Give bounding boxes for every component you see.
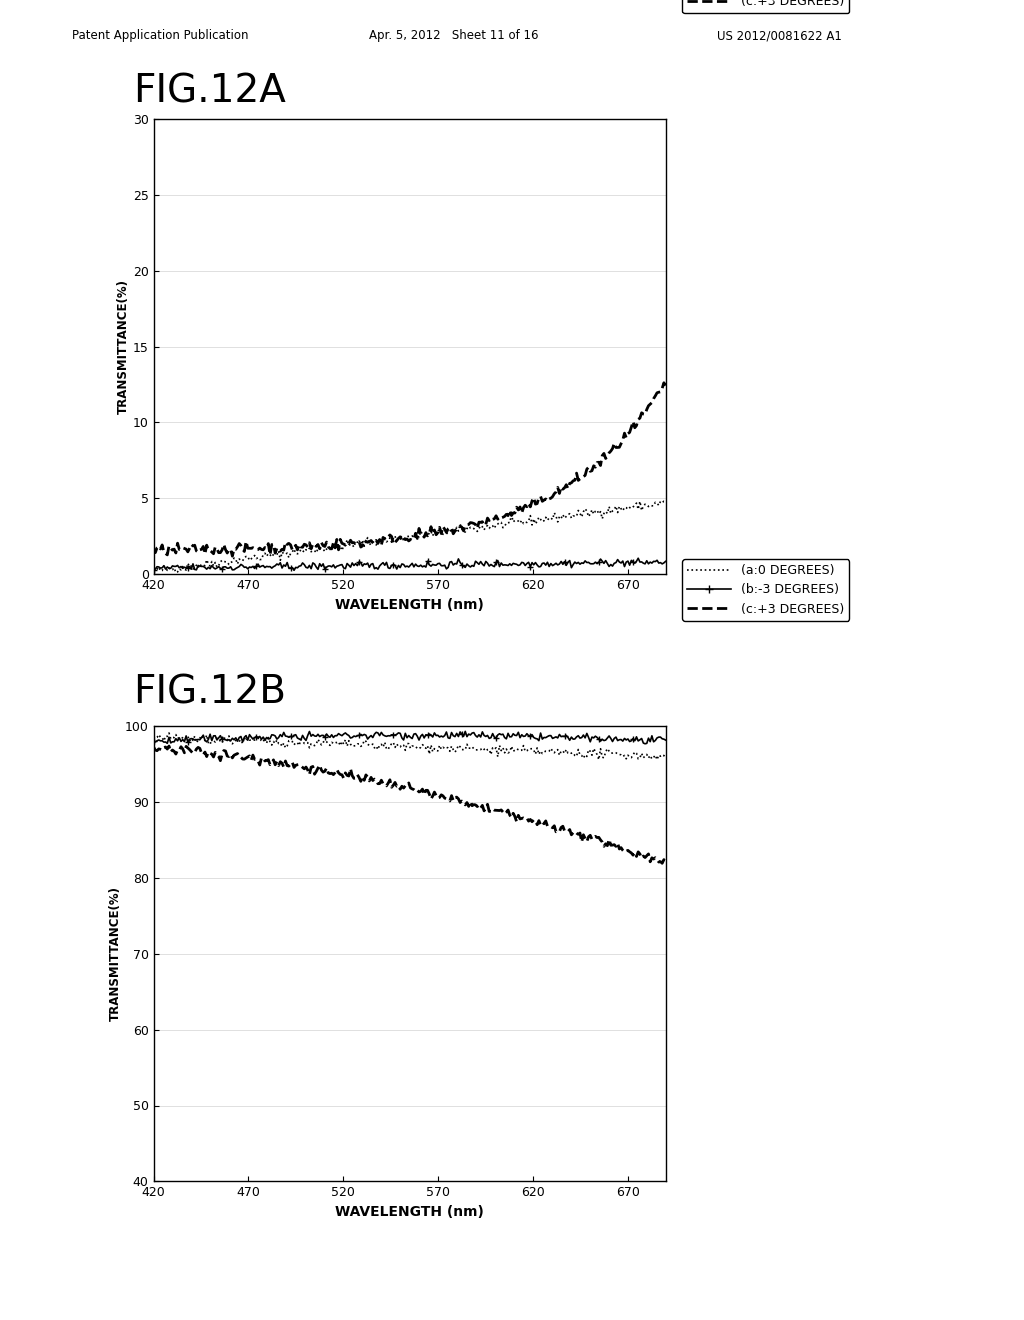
Line: (b:-3 DEGREES): (b:-3 DEGREES) — [151, 727, 669, 747]
(a:0 DEGREES) — [147, 562, 160, 578]
(a:0 DEGREES) — [454, 516, 466, 532]
(a:0 DEGREES) — [453, 738, 465, 754]
(c:+3 DEGREES) — [453, 520, 465, 536]
(c:+3 DEGREES) — [454, 519, 466, 535]
(c:+3 DEGREES) — [150, 545, 162, 561]
(c:+3 DEGREES) — [656, 855, 669, 871]
Line: (a:0 DEGREES): (a:0 DEGREES) — [154, 733, 666, 760]
Line: (c:+3 DEGREES): (c:+3 DEGREES) — [154, 383, 666, 556]
Legend: (a:0 DEGREES), (b:-3 DEGREES), (c:+3 DEGREES): (a:0 DEGREES), (b:-3 DEGREES), (c:+3 DEG… — [682, 0, 849, 13]
Y-axis label: TRANSMITTANCE(%): TRANSMITTANCE(%) — [110, 886, 122, 1022]
(c:+3 DEGREES) — [659, 378, 672, 393]
Text: FIG.12A: FIG.12A — [133, 73, 286, 111]
(a:0 DEGREES) — [150, 564, 162, 579]
(a:0 DEGREES) — [163, 725, 175, 741]
(b:-3 DEGREES) — [463, 726, 475, 742]
Text: Patent Application Publication: Patent Application Publication — [72, 29, 248, 42]
(b:-3 DEGREES) — [613, 554, 626, 570]
Text: FIG.12B: FIG.12B — [133, 673, 286, 711]
(a:0 DEGREES) — [659, 746, 672, 762]
(b:-3 DEGREES) — [147, 733, 160, 748]
(c:+3 DEGREES) — [147, 739, 160, 755]
(c:+3 DEGREES) — [163, 738, 175, 754]
Text: US 2012/0081622 A1: US 2012/0081622 A1 — [717, 29, 842, 42]
X-axis label: WAVELENGTH (nm): WAVELENGTH (nm) — [335, 1205, 484, 1218]
(b:-3 DEGREES) — [451, 726, 463, 742]
(a:0 DEGREES) — [651, 752, 664, 768]
(c:+3 DEGREES) — [147, 540, 160, 556]
(b:-3 DEGREES) — [288, 562, 300, 578]
(a:0 DEGREES) — [454, 739, 466, 755]
(b:-3 DEGREES) — [453, 729, 465, 744]
(c:+3 DEGREES) — [463, 516, 475, 532]
(b:-3 DEGREES) — [454, 554, 466, 570]
(a:0 DEGREES) — [657, 494, 670, 510]
(c:+3 DEGREES) — [613, 440, 626, 455]
(c:+3 DEGREES) — [581, 461, 593, 477]
X-axis label: WAVELENGTH (nm): WAVELENGTH (nm) — [335, 598, 484, 611]
(a:0 DEGREES) — [150, 730, 162, 746]
(c:+3 DEGREES) — [657, 375, 670, 391]
Line: (b:-3 DEGREES): (b:-3 DEGREES) — [151, 554, 669, 574]
(a:0 DEGREES) — [463, 741, 475, 756]
(a:0 DEGREES) — [659, 494, 672, 510]
(b:-3 DEGREES) — [150, 561, 162, 577]
(b:-3 DEGREES) — [613, 731, 626, 747]
(b:-3 DEGREES) — [147, 562, 160, 578]
Line: (c:+3 DEGREES): (c:+3 DEGREES) — [154, 746, 666, 863]
Y-axis label: TRANSMITTANCE(%): TRANSMITTANCE(%) — [117, 279, 130, 414]
(c:+3 DEGREES) — [454, 795, 466, 810]
(a:0 DEGREES) — [581, 748, 593, 764]
(b:-3 DEGREES) — [459, 723, 471, 739]
(a:0 DEGREES) — [581, 503, 593, 519]
(b:-3 DEGREES) — [632, 550, 644, 566]
(c:+3 DEGREES) — [463, 799, 475, 814]
Legend: (a:0 DEGREES), (b:-3 DEGREES), (c:+3 DEGREES): (a:0 DEGREES), (b:-3 DEGREES), (c:+3 DEG… — [682, 560, 849, 620]
(b:-3 DEGREES) — [581, 554, 593, 570]
(b:-3 DEGREES) — [453, 550, 465, 566]
(a:0 DEGREES) — [147, 729, 160, 744]
(b:-3 DEGREES) — [150, 734, 162, 750]
(c:+3 DEGREES) — [613, 841, 626, 857]
(c:+3 DEGREES) — [150, 742, 162, 758]
(a:0 DEGREES) — [613, 499, 626, 515]
(a:0 DEGREES) — [463, 521, 475, 537]
(c:+3 DEGREES) — [581, 834, 593, 850]
(a:0 DEGREES) — [453, 523, 465, 539]
(b:-3 DEGREES) — [659, 553, 672, 569]
(c:+3 DEGREES) — [226, 548, 239, 564]
(c:+3 DEGREES) — [453, 791, 465, 807]
Text: Apr. 5, 2012   Sheet 11 of 16: Apr. 5, 2012 Sheet 11 of 16 — [369, 29, 539, 42]
(a:0 DEGREES) — [170, 565, 182, 581]
(b:-3 DEGREES) — [639, 735, 651, 751]
(b:-3 DEGREES) — [659, 733, 672, 748]
(b:-3 DEGREES) — [463, 558, 475, 574]
(b:-3 DEGREES) — [581, 726, 593, 742]
Line: (a:0 DEGREES): (a:0 DEGREES) — [154, 502, 666, 573]
(a:0 DEGREES) — [613, 747, 626, 763]
(c:+3 DEGREES) — [659, 854, 672, 870]
